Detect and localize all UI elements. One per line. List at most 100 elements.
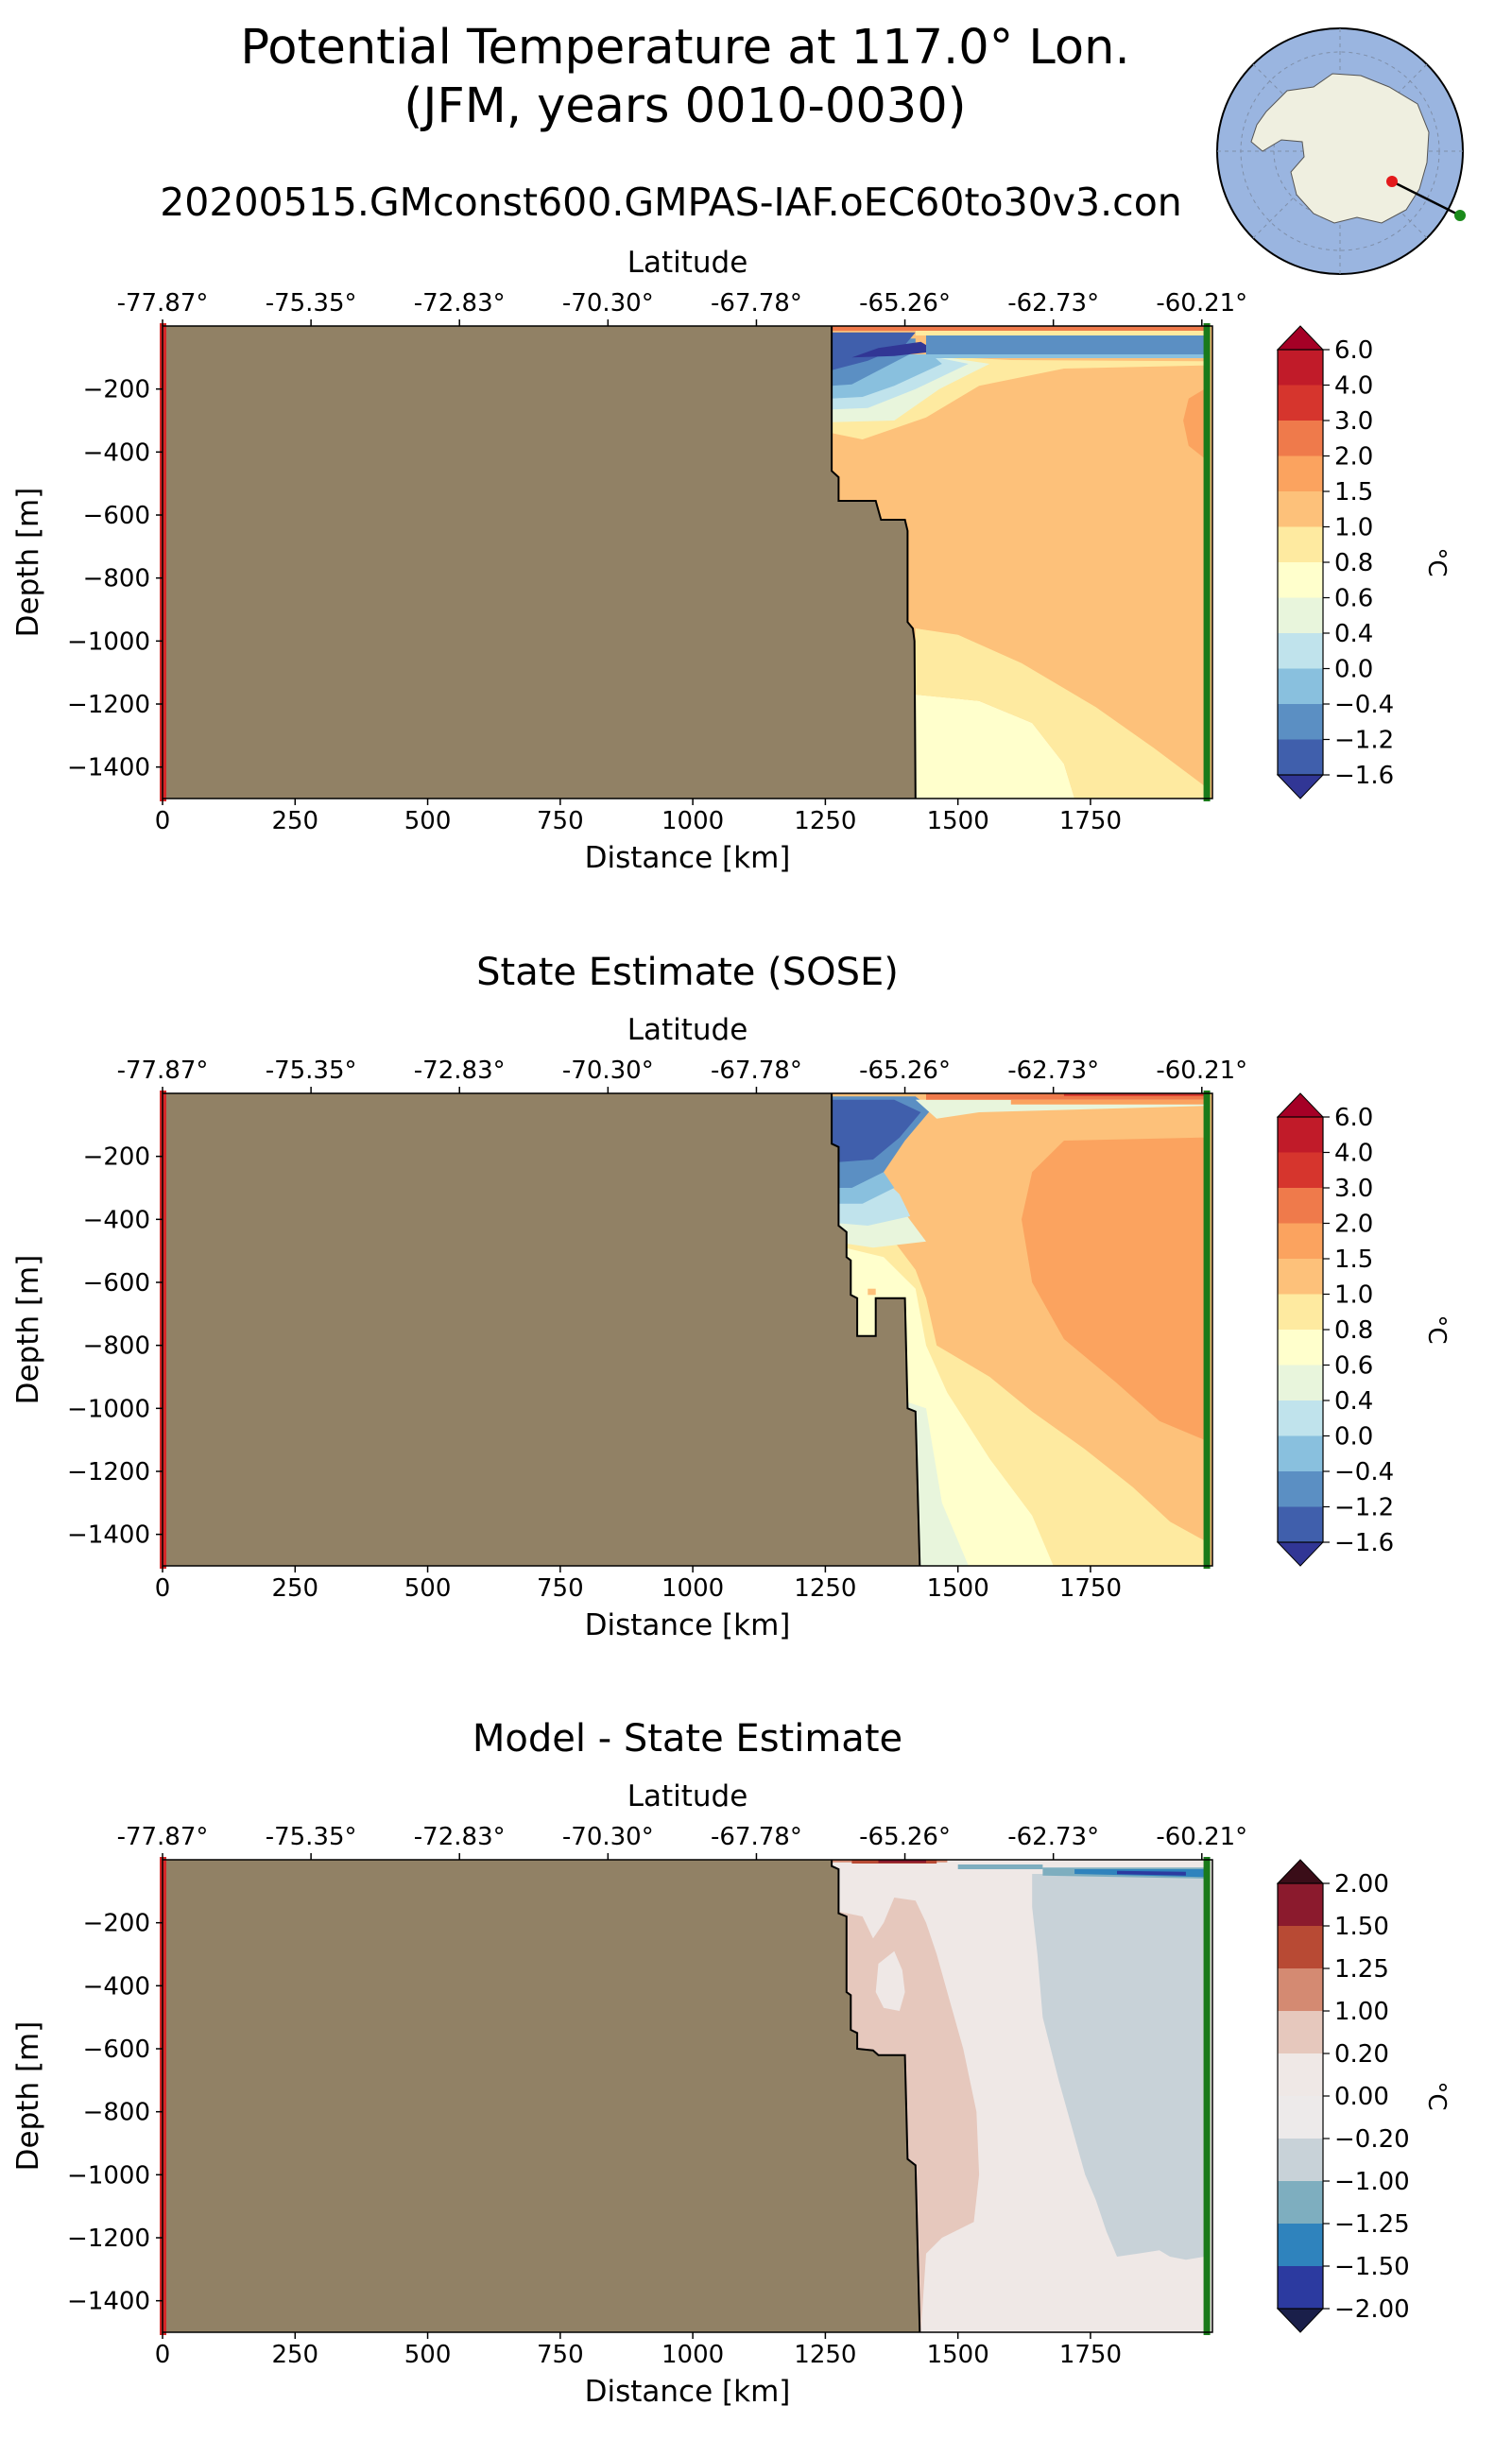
- sose-colorbar-swatch: [1278, 1330, 1323, 1366]
- model-contour-region-1: [915, 628, 1205, 799]
- model-plot-area: [163, 326, 1212, 799]
- sose-xlabel: Distance [km]: [585, 1608, 791, 1642]
- sose-colorbar-swatch: [1278, 1471, 1323, 1507]
- model-ylabel: Depth [m]: [11, 488, 45, 638]
- diff-xtick-label: 1750: [1059, 2341, 1122, 2369]
- sose-colorbar-tick-label: 4.0: [1334, 1140, 1373, 1168]
- diff-lat-tick-label: -70.30°: [562, 1823, 654, 1851]
- sose-colorbar-tick-label: 3.0: [1334, 1175, 1373, 1203]
- model-lat-tick-label: -70.30°: [562, 289, 654, 318]
- model-xtick-label: 1250: [794, 807, 856, 835]
- sose-colorbar-tick-label: −1.6: [1334, 1529, 1394, 1557]
- model-contour-region-11: [926, 335, 1205, 358]
- sose-xtick-label: 1000: [662, 1574, 724, 1603]
- diff-xtick-label: 750: [537, 2341, 584, 2369]
- sose-lat-tick-label: -67.78°: [711, 1057, 802, 1085]
- sose-colorbar: 6.0 4.0 3.0 2.0 1.5 1.0 0.8 0.6 0.4 0.0 −0.4 −1.2 −1…: [1276, 1092, 1451, 1567]
- model-colorbar: 6.0 4.0 3.0 2.0 1.5 1.0 0.8 0.6 0.4 0.0 −0.4 −1.2 −1…: [1276, 325, 1451, 799]
- sose-lat-tick-label: -60.21°: [1156, 1057, 1247, 1085]
- sose-colorbar-label: °C: [1422, 1314, 1451, 1344]
- panel-model: 0 250 500 750 1000 1250 1500 1750 Distance [km] -…: [11, 246, 1451, 875]
- model-colorbar-tick-label: 3.0: [1334, 407, 1373, 436]
- diff-contour-region-6: [1117, 1870, 1186, 1876]
- sose-lat-tick-label: -75.35°: [266, 1057, 357, 1085]
- diff-colorbar-swatch: [1278, 2096, 1323, 2139]
- model-colorbar-swatch: [1278, 739, 1323, 776]
- model-lat-tick-label: -75.35°: [266, 289, 357, 318]
- model-colorbar-tick-label: 4.0: [1334, 372, 1373, 401]
- model-ytick-label: −200: [83, 376, 150, 404]
- diff-colorbar-tick-label: 1.25: [1334, 1955, 1389, 1984]
- model-contour-region-9: [851, 341, 937, 358]
- sose-colorbar-extend-bottom: [1276, 1541, 1325, 1567]
- sose-colorbar-swatch: [1278, 1117, 1323, 1153]
- model-land-mask: [163, 326, 916, 799]
- figure-title: Potential Temperature at 117.0° Lon. (JF…: [118, 19, 1252, 136]
- diff-colorbar-swatch: [1278, 1883, 1323, 1927]
- model-ytick-label: −800: [83, 565, 150, 593]
- diff-colorbar-tick-label: −2.00: [1334, 2295, 1410, 2324]
- model-xtick-label: 1000: [662, 807, 724, 835]
- sose-top-axis-label: Latitude: [627, 1013, 748, 1047]
- model-ytick-label: −1000: [67, 627, 150, 656]
- model-colorbar-tick-label: 2.0: [1334, 443, 1373, 472]
- diff-colorbar: 2.00 1.50 1.25 1.00 0.20 0.00 −0.20 −1.00 −1.25 −…: [1276, 1859, 1451, 2333]
- sose-ytick-label: −1200: [67, 1458, 150, 1486]
- sose-colorbar-tick-label: −1.2: [1334, 1494, 1394, 1522]
- model-colorbar-swatch: [1278, 526, 1323, 563]
- model-xlabel: Distance [km]: [585, 841, 791, 875]
- model-colorbar-tick-label: 0.8: [1334, 549, 1373, 577]
- diff-xtick-label: 1000: [662, 2341, 724, 2369]
- diff-colorbar-swatch: [1278, 2224, 1323, 2267]
- diff-colorbar-label: °C: [1422, 2081, 1451, 2110]
- diff-xlabel: Distance [km]: [585, 2375, 791, 2409]
- sose-xtick-label: 1750: [1059, 1574, 1122, 1603]
- model-lat-tick-label: -72.83°: [414, 289, 506, 318]
- model-seafloor-outline: [831, 326, 917, 799]
- sose-xtick-label: 0: [155, 1574, 171, 1603]
- diff-colorbar-swatch: [1278, 2053, 1323, 2097]
- model-colorbar-swatch: [1278, 704, 1323, 740]
- model-xtick-label: 500: [404, 807, 452, 835]
- sose-colorbar-tick-label: 1.0: [1334, 1281, 1373, 1310]
- diff-colorbar-tick-label: 1.00: [1334, 1998, 1389, 2026]
- sose-ytick-label: −400: [83, 1206, 150, 1234]
- sose-colorbar-tick-label: 0.0: [1334, 1423, 1373, 1452]
- diff-lat-tick-label: -72.83°: [414, 1823, 506, 1851]
- model-colorbar-tick-label: 1.5: [1334, 478, 1373, 507]
- diff-colorbar-extend-top: [1276, 1859, 1325, 1884]
- diff-colorbar-swatch: [1278, 2139, 1323, 2182]
- sose-xtick-label: 500: [404, 1574, 452, 1603]
- model-lat-tick-label: -65.26°: [859, 289, 951, 318]
- sose-colorbar-swatch: [1278, 1365, 1323, 1401]
- sose-ytick-label: −800: [83, 1332, 150, 1361]
- model-colorbar-tick-label: −1.2: [1334, 727, 1394, 755]
- model-colorbar-tick-label: 0.0: [1334, 656, 1373, 684]
- sose-axes-frame: [162, 1092, 1213, 1567]
- diff-contour-region-1: [875, 1950, 905, 2011]
- section-start-dot: [1386, 176, 1398, 187]
- diff-lat-tick-label: -65.26°: [859, 1823, 951, 1851]
- sose-colorbar-swatch: [1278, 1152, 1323, 1189]
- sose-colorbar-swatch: [1278, 1435, 1323, 1472]
- model-xtick-label: 1500: [927, 807, 989, 835]
- diff-lat-tick-label: -77.87°: [117, 1823, 209, 1851]
- model-ytick-label: −1400: [67, 754, 150, 782]
- sose-colorbar-tick-label: 0.6: [1334, 1352, 1373, 1381]
- sose-colorbar-swatch: [1278, 1294, 1323, 1331]
- sose-plot-area: [163, 1093, 1212, 1566]
- diff-colorbar-swatch: [1278, 2266, 1323, 2310]
- diff-axes-frame: [162, 1859, 1213, 2333]
- sose-colorbar-swatch: [1278, 1223, 1323, 1260]
- model-colorbar-tick-label: 6.0: [1334, 336, 1373, 365]
- inset-location-map: [1216, 27, 1466, 275]
- model-colorbar-swatch: [1278, 350, 1323, 386]
- model-colorbar-tick-label: 0.6: [1334, 585, 1373, 613]
- model-xtick-label: 250: [271, 807, 318, 835]
- diff-ytick-label: −400: [83, 1972, 150, 2001]
- model-lat-tick-label: -77.87°: [117, 289, 209, 318]
- diff-ytick-label: −800: [83, 2099, 150, 2127]
- model-contour-region-13: [832, 326, 1205, 331]
- plots-group: 0 250 500 750 1000 1250 1500 1750 Distance [km] -…: [11, 246, 1451, 2409]
